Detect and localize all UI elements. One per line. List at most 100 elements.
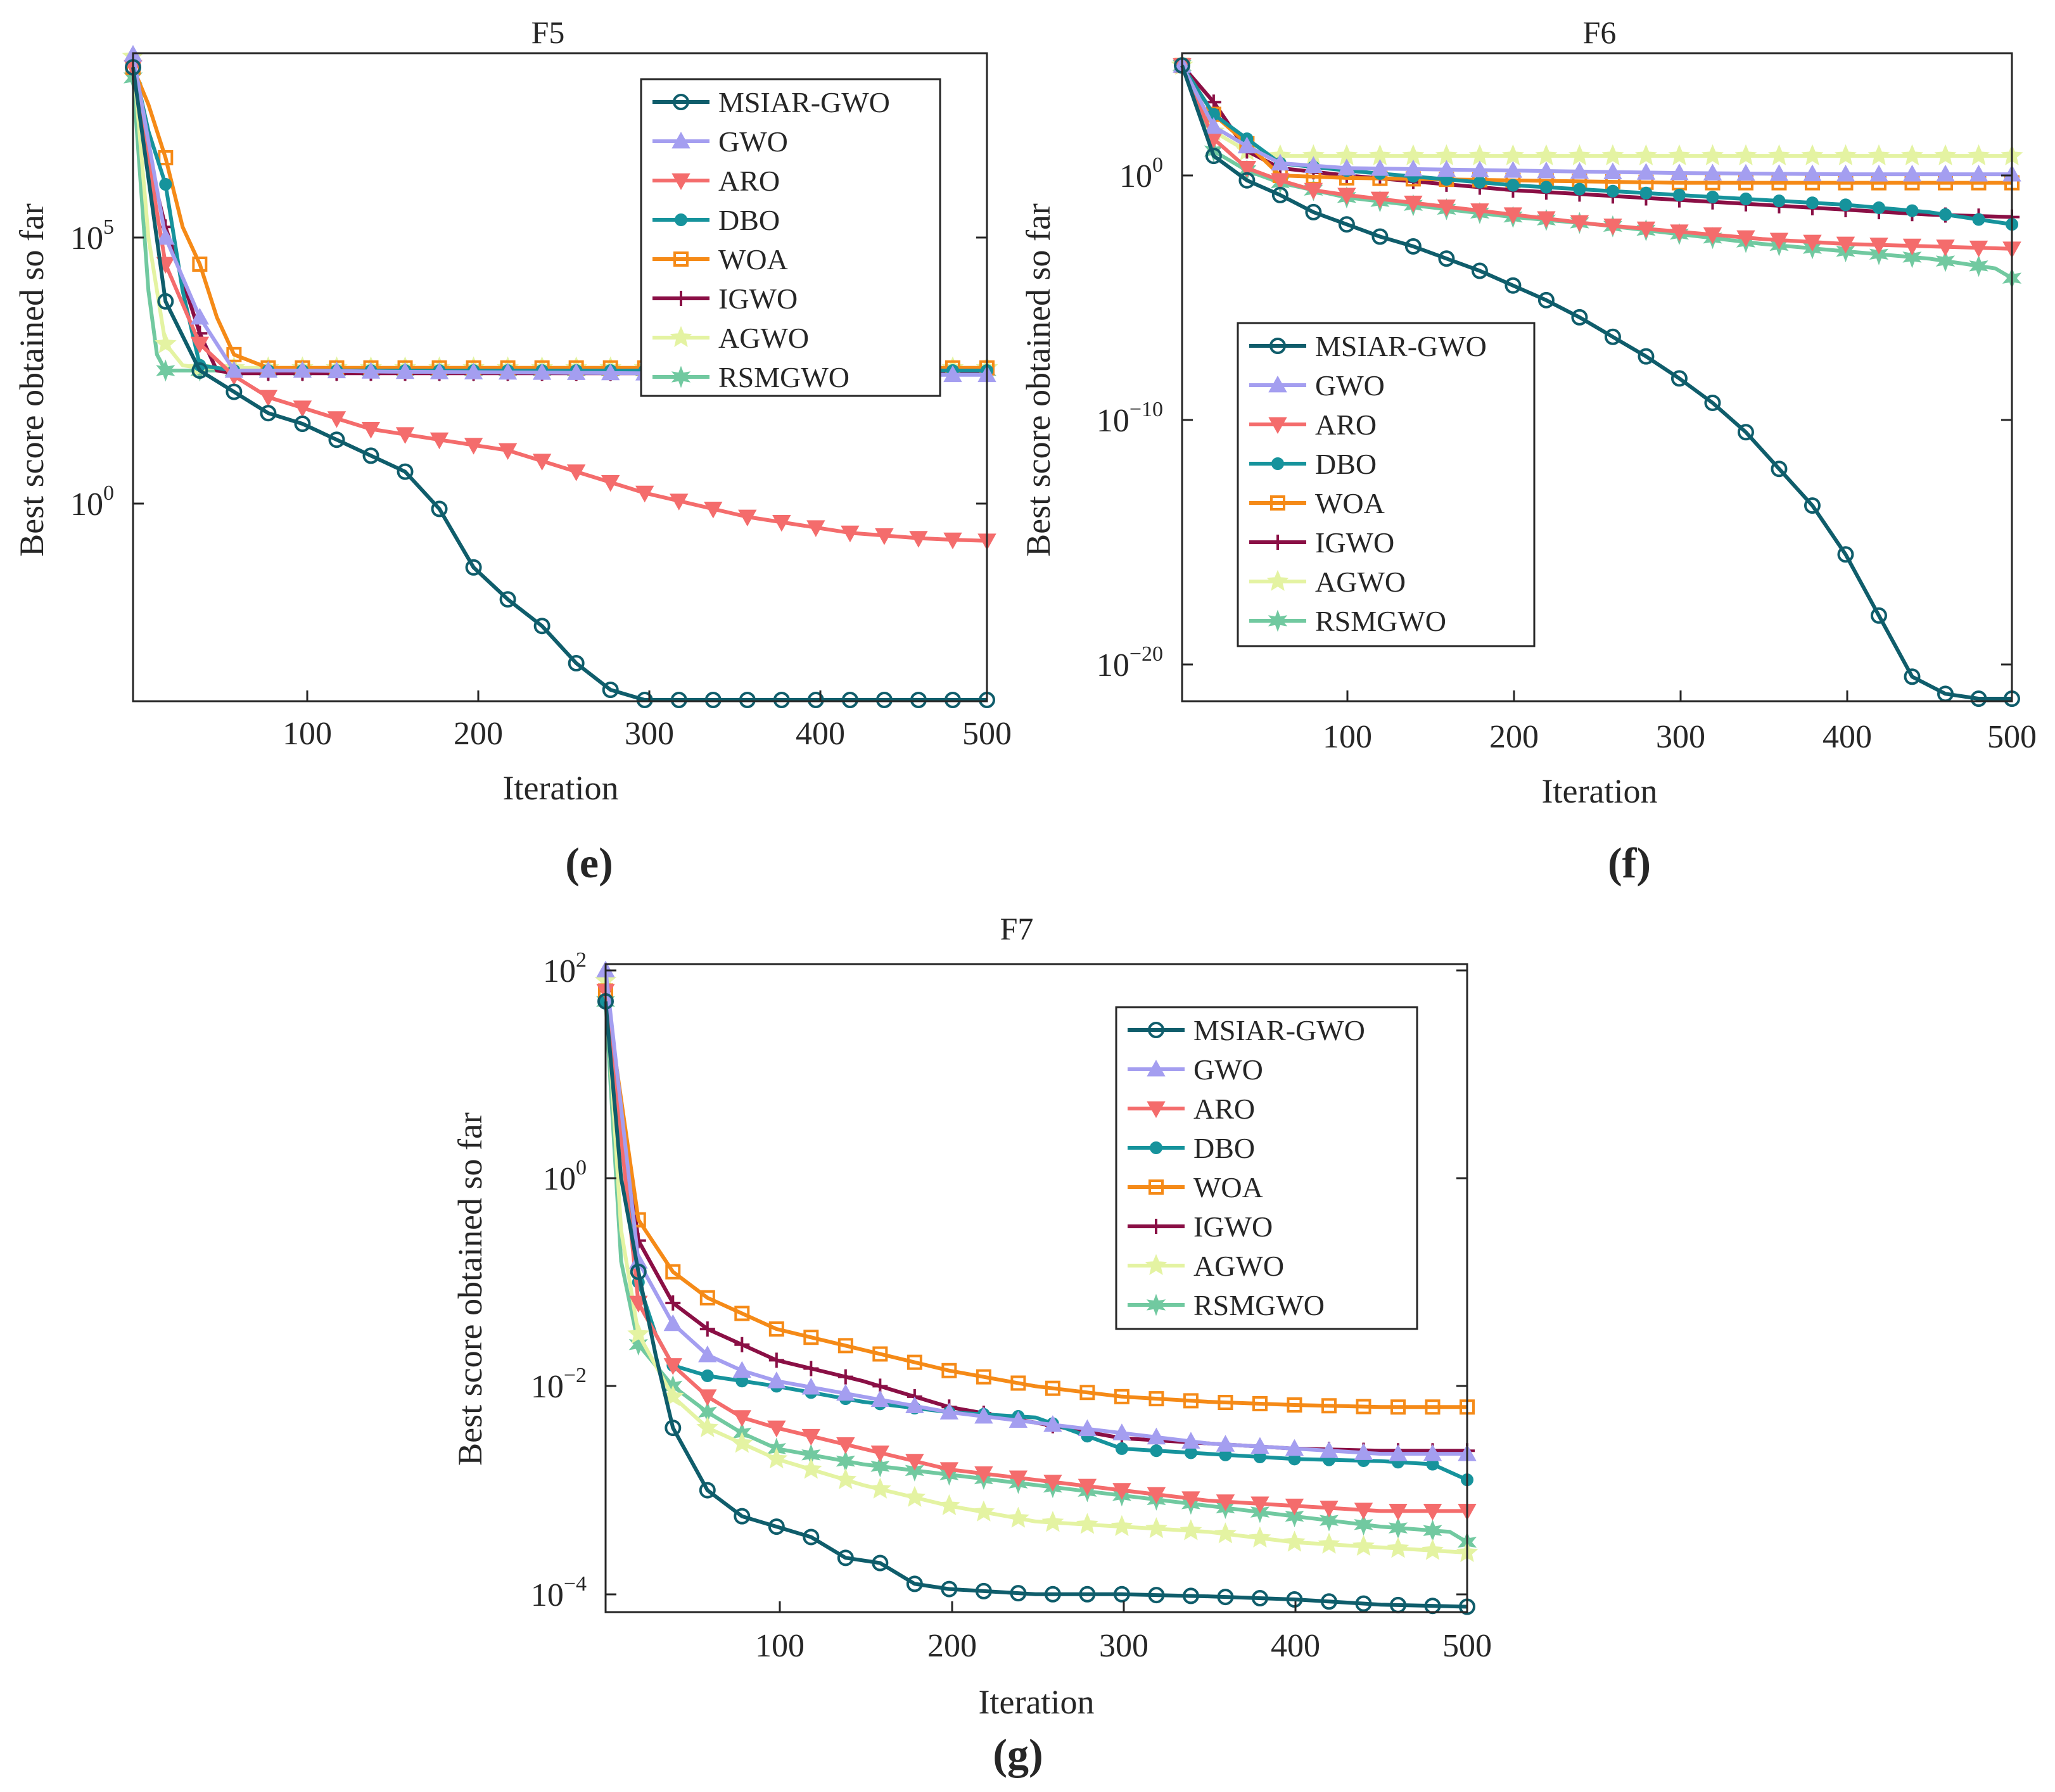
aro-marker [663,1358,682,1375]
gwo-marker [601,363,620,381]
legend-label: RSMGWO [1315,605,1446,637]
aro-marker [1803,234,1822,252]
gwo-marker [1181,1432,1200,1449]
aro-marker [361,422,381,439]
aro-marker [909,531,928,548]
x-axis-label-f7: Iteration [979,1683,1095,1721]
legend-box [1237,322,1536,647]
aro-marker [190,336,210,354]
x-axis-label-f6: Iteration [1542,772,1658,810]
gwo-marker [801,1377,821,1395]
legend-label: RSMGWO [1193,1289,1325,1321]
agwo-marker [1568,144,1591,165]
series-gwo [596,960,1477,1461]
gwo-marker [327,361,347,379]
y-tick-label: 102 [543,948,587,989]
msiar-gwo-marker [807,692,824,708]
agwo-marker [1110,1515,1133,1536]
gwo-marker [1304,156,1323,173]
msiar-gwo-marker [699,1482,716,1499]
gwo-marker [939,1402,959,1420]
chart-title-f5: F5 [531,15,565,50]
y-tick-label: 100 [543,1156,587,1197]
legend-label: IGWO [1193,1211,1273,1243]
aro-marker [1736,230,1755,248]
gwo-marker [156,227,175,245]
agwo-marker [696,1416,719,1437]
legend-item: WOA [1249,487,1385,519]
y-ticks-f7: 102 100 10−2 10−4 [531,948,1467,1613]
dbo-line [1180,64,2013,227]
y-tick-label: 10−2 [531,1364,587,1405]
gwo-marker [870,1390,890,1408]
aro-marker [875,528,894,545]
gwo-marker [1370,159,1390,176]
msiar-gwo-marker [1338,216,1355,233]
agwo-marker [1867,144,1890,165]
agwo-marker [1502,144,1524,165]
x-tick-label: 500 [962,716,1012,752]
legend-label: AGWO [1193,1250,1284,1282]
msiar-gwo-marker [1271,186,1288,203]
legend-item: DBO [1249,448,1377,480]
rsmgwo-marker [156,359,175,382]
woa-marker [872,1346,888,1362]
msiar-gwo-marker [1537,291,1555,308]
aro-marker [601,475,620,492]
aro-marker [1181,1491,1200,1508]
aro-marker [1216,1494,1235,1511]
woa-marker [976,1369,991,1385]
aro-line [604,991,1467,1513]
woa-marker [1045,1380,1060,1396]
msiar-gwo-marker [875,692,893,708]
y-axis-label-f7: Best score obtained so far [451,1112,489,1466]
legend-gwo-marker [1147,1059,1166,1077]
agwo-marker [799,1458,822,1479]
woa-marker [1218,1395,1233,1411]
x-tick-label: 300 [1099,1628,1148,1664]
aro-marker [1936,239,1955,257]
x-tick-label: 100 [755,1628,805,1664]
msiar-gwo-marker [1837,546,1854,563]
series-aro [596,984,1477,1521]
legend-agwo-marker [670,326,692,347]
y-tick-label: 10−4 [531,1572,587,1613]
y-ticks-f6: 100 10−10 10−20 [1097,153,2012,683]
woa-marker [1252,1395,1268,1411]
msiar-gwo-marker [1670,370,1688,387]
legend-item: GWO [1249,369,1385,402]
legend-item: RSMGWO [1128,1289,1325,1321]
gwo-marker [293,360,312,378]
msiar-gwo-marker [1079,1585,1096,1603]
dbo-marker [1805,196,1819,210]
legend-igwo-marker [1270,535,1285,550]
legend-dbo-marker [1150,1141,1162,1154]
y-tick-label: 10−10 [1097,398,1163,439]
x-tick-label: 500 [1987,719,2037,755]
legend-igwo-marker [1148,1219,1164,1234]
x-tick-label: 500 [1442,1628,1492,1664]
woa-marker [665,1264,681,1280]
rsmgwo-marker [628,1333,648,1356]
gwo-marker [1337,158,1356,175]
aro-marker [1370,191,1390,209]
aro-marker [1470,203,1489,220]
gwo-marker [732,1361,752,1378]
agwo-marker [1702,144,1724,165]
x-tick-label: 200 [454,716,503,752]
agwo-marker [765,1447,788,1469]
aro-marker [1902,238,1922,256]
legend-item: ARO [1128,1093,1255,1125]
legend-label: MSIAR-GWO [1315,330,1487,362]
woa-marker [192,257,208,272]
msiar-gwo-marker [768,1518,785,1535]
gwo-marker [1836,165,1855,182]
legend-item: MSIAR-GWO [1128,1014,1365,1046]
legend-woa-marker [1148,1179,1164,1195]
msiar-gwo-marker [872,1554,889,1572]
agwo-marker [1352,1535,1375,1556]
axes-box-f6 [1181,52,2013,702]
legend-label: WOA [718,243,788,276]
aro-marker [327,411,347,428]
msiar-gwo-marker [1804,497,1821,514]
